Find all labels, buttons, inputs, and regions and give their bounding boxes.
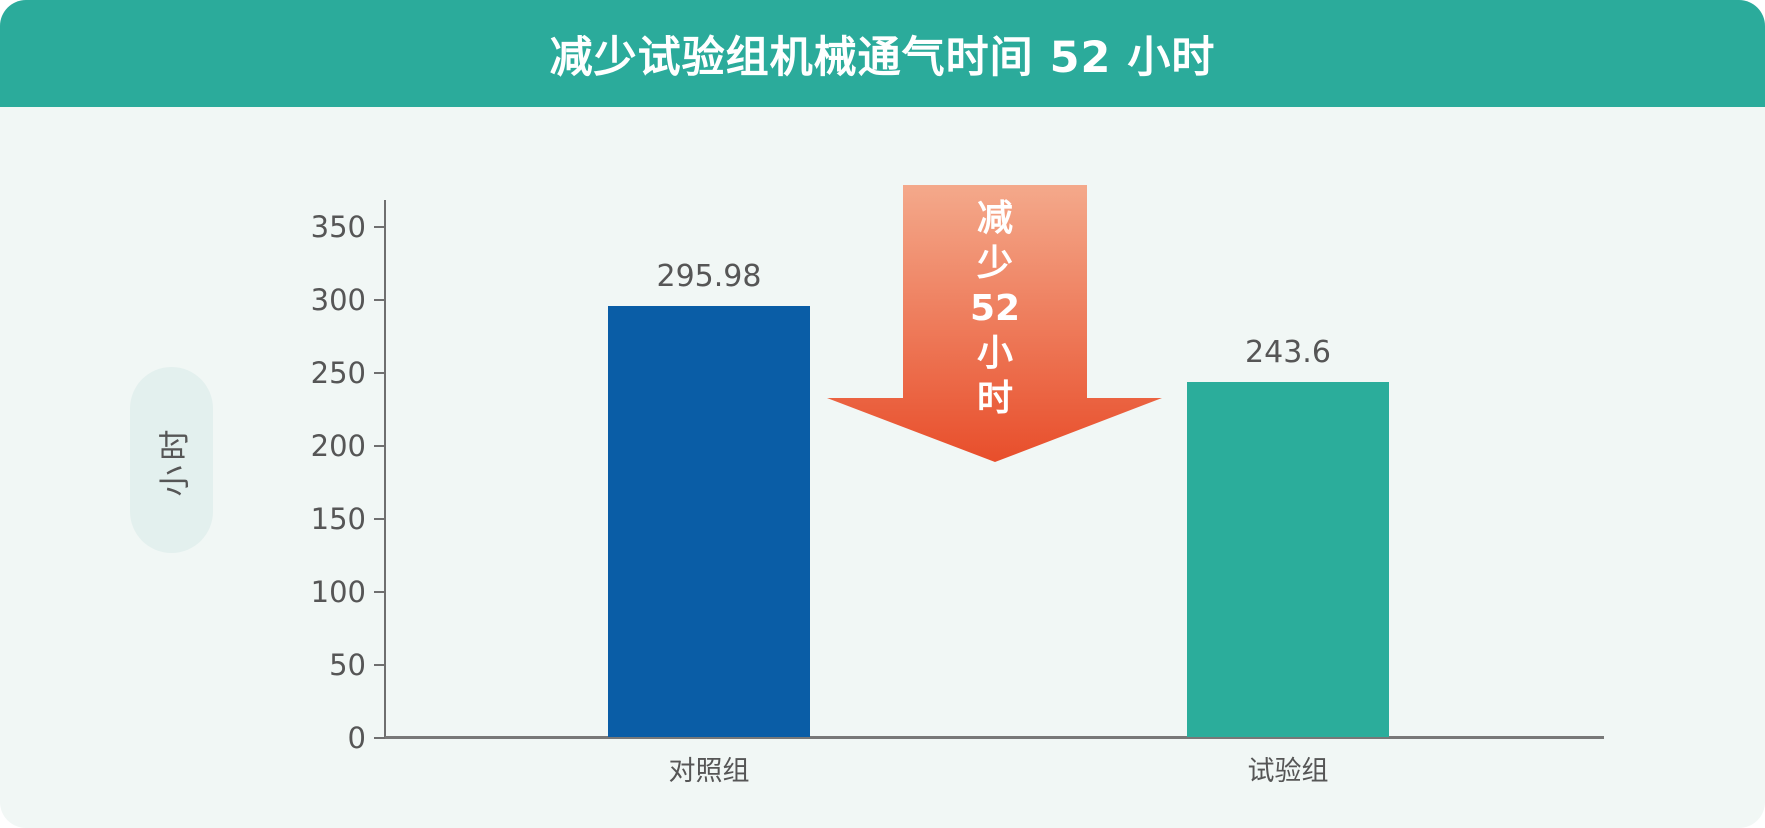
y-tick-label: 200 bbox=[310, 429, 366, 463]
y-tick-mark bbox=[374, 591, 385, 593]
y-tick-mark bbox=[374, 372, 385, 374]
y-tick-label: 150 bbox=[310, 502, 366, 536]
decrease-arrow-icon bbox=[827, 185, 1162, 462]
y-tick-mark bbox=[374, 737, 385, 739]
y-axis-label-pill: 小时 bbox=[130, 367, 213, 553]
decrease-arrow-label-line: 少 bbox=[976, 243, 1013, 284]
decrease-arrow-label-line: 小 bbox=[976, 333, 1013, 374]
decrease-arrow-label: 减少 52 小时 bbox=[903, 196, 1087, 421]
y-tick-mark bbox=[374, 299, 385, 301]
x-axis-line bbox=[385, 736, 1604, 739]
y-tick-label: 100 bbox=[310, 575, 366, 609]
y-tick-label: 300 bbox=[310, 283, 366, 317]
y-tick-mark bbox=[374, 518, 385, 520]
chart-title: 减少试验组机械通气时间 52 小时 bbox=[549, 32, 1216, 83]
chart-header-banner: 减少试验组机械通气时间 52 小时 bbox=[0, 0, 1765, 107]
bar-value-label: 243.6 bbox=[1245, 335, 1331, 371]
bar-control-group bbox=[608, 305, 810, 737]
decrease-arrow-label-line: 52 bbox=[969, 288, 1021, 329]
y-axis-line bbox=[384, 200, 386, 738]
y-tick-mark bbox=[374, 226, 385, 228]
x-category-label: 对照组 bbox=[668, 756, 750, 787]
decrease-arrow-label-line: 减 bbox=[976, 198, 1013, 239]
y-tick-label: 250 bbox=[310, 356, 366, 390]
bar-experimental-group bbox=[1187, 382, 1389, 737]
y-tick-label: 0 bbox=[347, 721, 366, 755]
y-tick-mark bbox=[374, 445, 385, 447]
bar-value-label: 295.98 bbox=[656, 258, 762, 294]
decrease-arrow-label-line: 时 bbox=[976, 378, 1013, 419]
y-tick-label: 50 bbox=[329, 648, 366, 682]
y-tick-label: 350 bbox=[310, 210, 366, 244]
y-tick-mark bbox=[374, 664, 385, 666]
x-category-label: 试验组 bbox=[1247, 756, 1329, 787]
